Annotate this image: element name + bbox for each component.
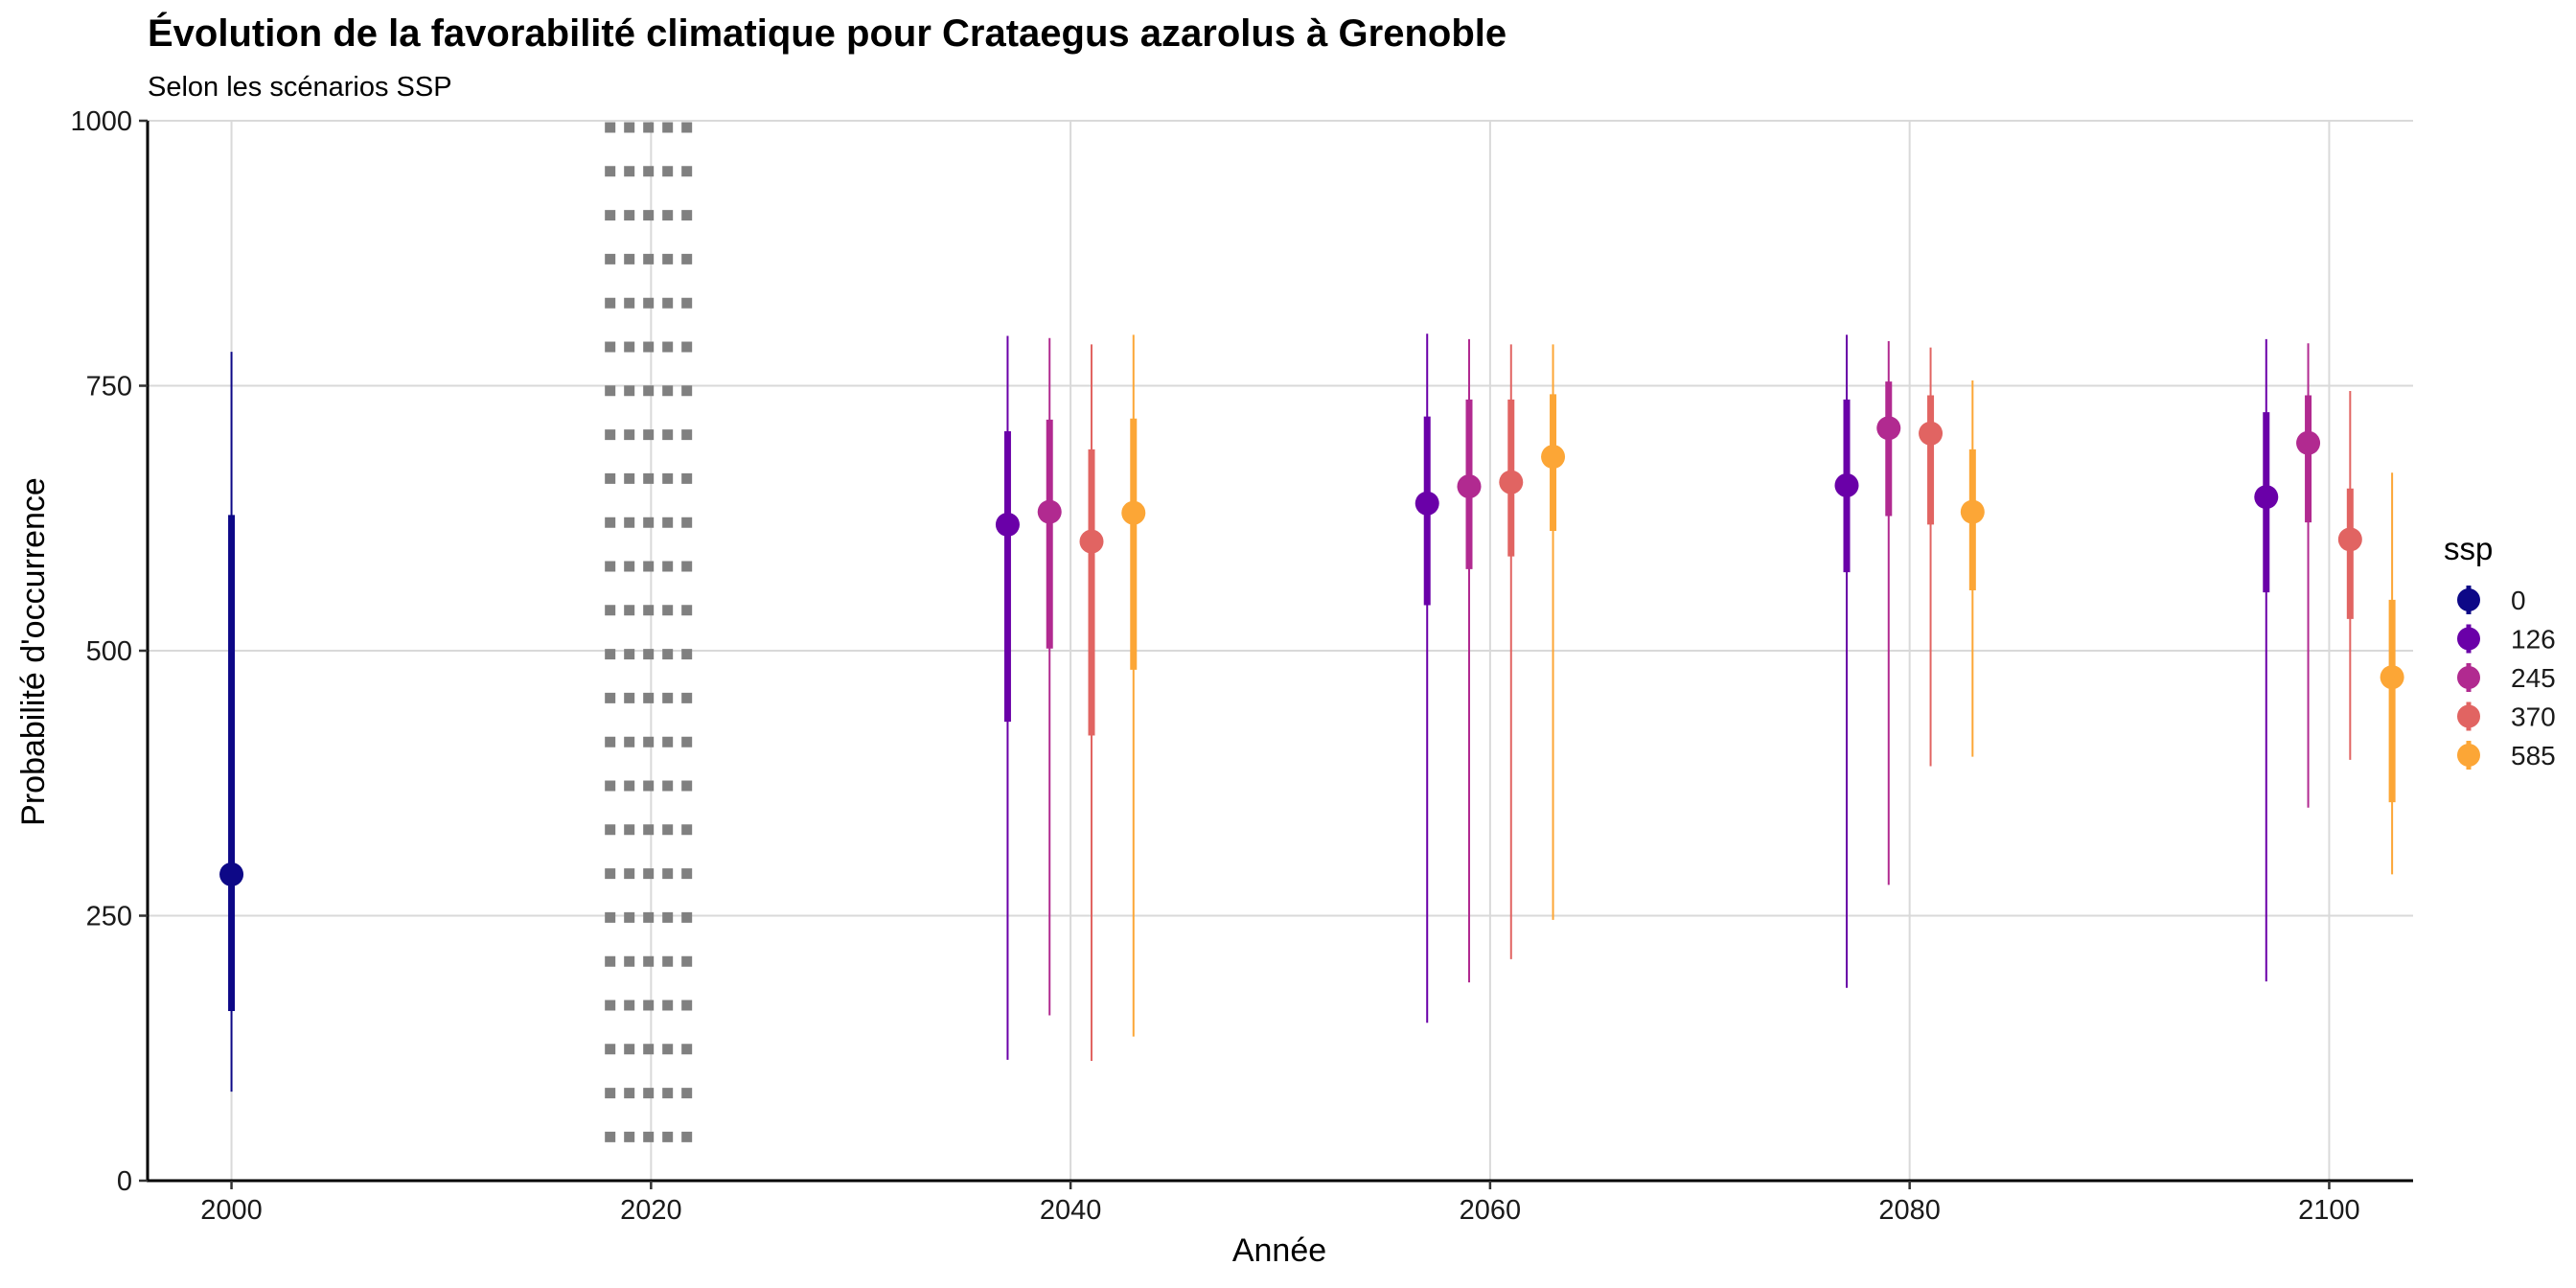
chart-subtitle: Selon les scénarios SSP	[148, 72, 452, 103]
y-tick-label: 750	[86, 372, 132, 402]
median-point	[1919, 421, 1944, 446]
median-point	[1121, 500, 1146, 525]
x-tick-label: 2100	[2298, 1195, 2360, 1226]
legend-key-point	[2457, 627, 2480, 651]
x-axis-title: Année	[1232, 1232, 1326, 1269]
legend-label: 126	[2511, 625, 2556, 655]
legend-label: 585	[2511, 741, 2556, 770]
data-marks	[219, 334, 2404, 1092]
median-point	[995, 512, 1020, 537]
median-point	[2254, 485, 2279, 510]
median-point	[1960, 499, 1985, 524]
axes: 0 250 500 750 1000 2000 2020 2040 2060 2080 2100	[70, 106, 2413, 1226]
median-point	[219, 862, 244, 886]
legend-key-point	[2457, 704, 2480, 728]
y-tick-label: 1000	[70, 106, 132, 137]
pointrange-ssp-0	[219, 352, 244, 1092]
median-point	[1037, 499, 1062, 524]
x-tick-label: 2040	[1040, 1195, 1102, 1226]
legend-label: 370	[2511, 702, 2556, 732]
legend-item-ssp-0: 0	[2457, 586, 2526, 615]
median-point	[1414, 491, 1439, 516]
y-tick-label: 0	[117, 1166, 132, 1197]
x-tick-label: 2000	[200, 1195, 263, 1226]
grid	[148, 120, 2413, 1181]
median-point	[1541, 445, 1566, 470]
pointrange-ssp-245	[1037, 337, 1062, 1016]
pointrange-ssp-585	[2380, 472, 2404, 875]
median-point	[2296, 430, 2321, 455]
chart-title: Évolution de la favorabilité climatique …	[148, 12, 1506, 55]
pointrange-ssp-370	[1919, 347, 1944, 767]
legend-item-ssp-126: 126	[2457, 624, 2556, 655]
pointrange-ssp-370	[1499, 344, 1524, 959]
legend-item-ssp-370: 370	[2457, 702, 2556, 732]
pointrange-ssp-126	[1834, 334, 1859, 988]
median-point	[1499, 470, 1524, 494]
x-tick-label: 2080	[1878, 1195, 1941, 1226]
legend-key-point	[2457, 588, 2480, 611]
legend-label: 245	[2511, 663, 2556, 693]
pointrange-ssp-245	[1876, 341, 1901, 886]
pointrange-ssp-585	[1960, 380, 1985, 757]
pointrange-ssp-585	[1541, 344, 1566, 920]
median-point	[1457, 474, 1482, 499]
pointrange-ssp-370	[1079, 344, 1104, 1062]
median-point	[2380, 665, 2404, 690]
y-tick-label: 500	[86, 636, 132, 667]
median-point	[1834, 472, 1859, 497]
legend-item-ssp-245: 245	[2457, 663, 2556, 693]
pointrange-ssp-126	[2254, 338, 2279, 982]
median-point	[1876, 416, 1901, 441]
y-axis-title: Probabilité d'occurrence	[15, 477, 52, 826]
legend-key-point	[2457, 744, 2480, 767]
pointrange-ssp-126	[1414, 334, 1439, 1024]
pointrange-ssp-370	[2337, 391, 2362, 760]
pointrange-ssp-126	[995, 335, 1020, 1060]
reference-band	[605, 122, 698, 1142]
x-tick-label: 2060	[1460, 1195, 1522, 1226]
y-tick-label: 250	[86, 902, 132, 932]
pointrange-ssp-585	[1121, 334, 1146, 1037]
pointrange-ssp-245	[1457, 338, 1482, 983]
median-point	[1079, 529, 1104, 554]
legend-key-point	[2457, 666, 2480, 689]
legend-title: ssp	[2444, 531, 2493, 566]
median-point	[2337, 527, 2362, 552]
legend-item-ssp-585: 585	[2457, 741, 2556, 770]
pointrange-ssp-245	[2296, 343, 2321, 808]
x-tick-label: 2020	[620, 1195, 682, 1226]
legend-label: 0	[2511, 586, 2526, 615]
legend: ssp 0 126 245 370 585	[2444, 531, 2556, 770]
